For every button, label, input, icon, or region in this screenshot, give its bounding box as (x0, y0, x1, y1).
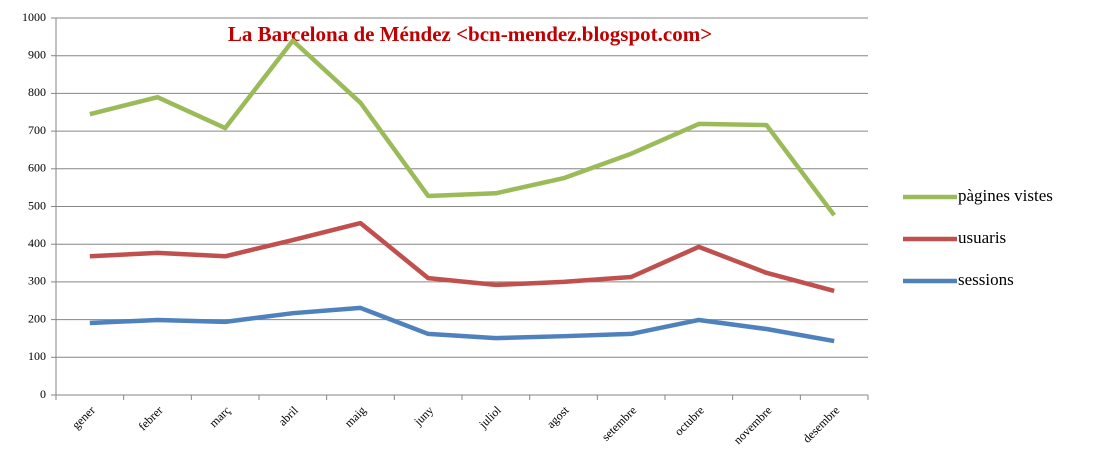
x-tick-label: octubre (672, 403, 707, 438)
legend-label: pàgines vistes (958, 186, 1053, 205)
x-tick-label: setembre (599, 403, 640, 444)
y-tick-label: 100 (28, 349, 46, 363)
y-tick-label: 600 (28, 161, 46, 175)
plot: 0 100 200 300 400 500 600 700 800 900 1000 gener feb… (22, 10, 1053, 447)
legend-label: sessions (958, 270, 1014, 289)
y-tick-label: 200 (28, 311, 46, 325)
y-tick-label: 1000 (22, 10, 46, 24)
x-tick-label: maig (342, 403, 369, 430)
y-tick-label: 900 (28, 47, 46, 61)
x-tick-label: desembre (800, 403, 842, 445)
x-tick-label: gener (69, 403, 98, 432)
series-line (89, 38, 836, 217)
series-line (89, 305, 835, 344)
x-tick-label: març (206, 403, 233, 430)
x-tick-label: novembre (731, 403, 775, 447)
series-line (89, 220, 835, 294)
x-tick-label: juliol (475, 403, 504, 432)
x-tick-label: abril (275, 403, 301, 429)
x-tick-label: febrer (135, 403, 165, 433)
y-tick-label: 800 (28, 85, 46, 99)
y-tick-label: 700 (28, 123, 46, 137)
x-tick-label: agost (544, 403, 572, 431)
x-tick-label: juny (411, 403, 437, 429)
y-tick-label: 0 (40, 387, 46, 401)
y-tick-label: 400 (28, 236, 46, 250)
chart-title: La Barcelona de Méndez <bcn-mendez.blogs… (228, 22, 712, 46)
y-tick-label: 300 (28, 274, 46, 288)
y-tick-label: 500 (28, 198, 46, 212)
legend-label: usuaris (958, 228, 1006, 247)
